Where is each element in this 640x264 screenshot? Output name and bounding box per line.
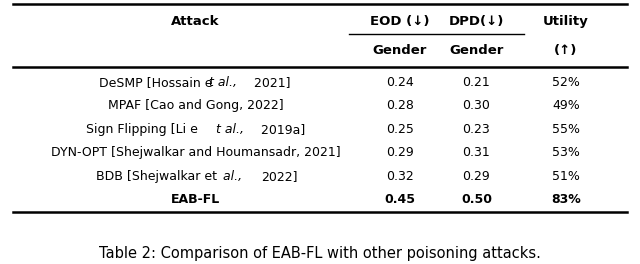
Text: 0.29: 0.29: [463, 170, 490, 183]
Text: 0.28: 0.28: [386, 99, 414, 112]
Text: 0.29: 0.29: [386, 146, 413, 159]
Text: MPAF [Cao and Gong, 2022]: MPAF [Cao and Gong, 2022]: [108, 99, 284, 112]
Text: 0.45: 0.45: [385, 193, 415, 206]
Text: DYN-OPT [Shejwalkar and Houmansadr, 2021]: DYN-OPT [Shejwalkar and Houmansadr, 2021…: [51, 146, 340, 159]
Text: 0.23: 0.23: [463, 123, 490, 136]
Text: 83%: 83%: [551, 193, 580, 206]
Text: (↑): (↑): [554, 44, 577, 57]
Text: Gender: Gender: [372, 44, 427, 57]
Text: 0.24: 0.24: [386, 76, 413, 89]
Text: DeSMP [Hossain e: DeSMP [Hossain e: [99, 76, 213, 89]
Text: 0.21: 0.21: [463, 76, 490, 89]
Text: 49%: 49%: [552, 99, 580, 112]
Text: 2019a]: 2019a]: [257, 123, 305, 136]
Text: Gender: Gender: [449, 44, 504, 57]
Text: Sign Flipping [Li e: Sign Flipping [Li e: [86, 123, 198, 136]
Text: t al.,: t al.,: [209, 76, 237, 89]
Text: al.,: al.,: [220, 170, 246, 183]
Text: Attack: Attack: [172, 15, 220, 28]
Text: 52%: 52%: [552, 76, 580, 89]
Text: 2021]: 2021]: [250, 76, 291, 89]
Text: EAB-FL: EAB-FL: [171, 193, 220, 206]
Text: 0.32: 0.32: [386, 170, 413, 183]
Text: 55%: 55%: [552, 123, 580, 136]
Text: 51%: 51%: [552, 170, 580, 183]
Text: t al.,: t al.,: [216, 123, 244, 136]
Text: 0.30: 0.30: [463, 99, 490, 112]
Text: DPD(↓): DPD(↓): [449, 15, 504, 28]
Text: EOD (↓): EOD (↓): [370, 15, 429, 28]
Text: 0.31: 0.31: [463, 146, 490, 159]
Text: 0.25: 0.25: [386, 123, 414, 136]
Text: Table 2: Comparison of EAB-FL with other poisoning attacks.: Table 2: Comparison of EAB-FL with other…: [99, 246, 541, 261]
Text: BDB [Shejwalkar et: BDB [Shejwalkar et: [96, 170, 217, 183]
Text: 2022]: 2022]: [260, 170, 297, 183]
Text: 0.50: 0.50: [461, 193, 492, 206]
Text: 53%: 53%: [552, 146, 580, 159]
Text: Utility: Utility: [543, 15, 589, 28]
